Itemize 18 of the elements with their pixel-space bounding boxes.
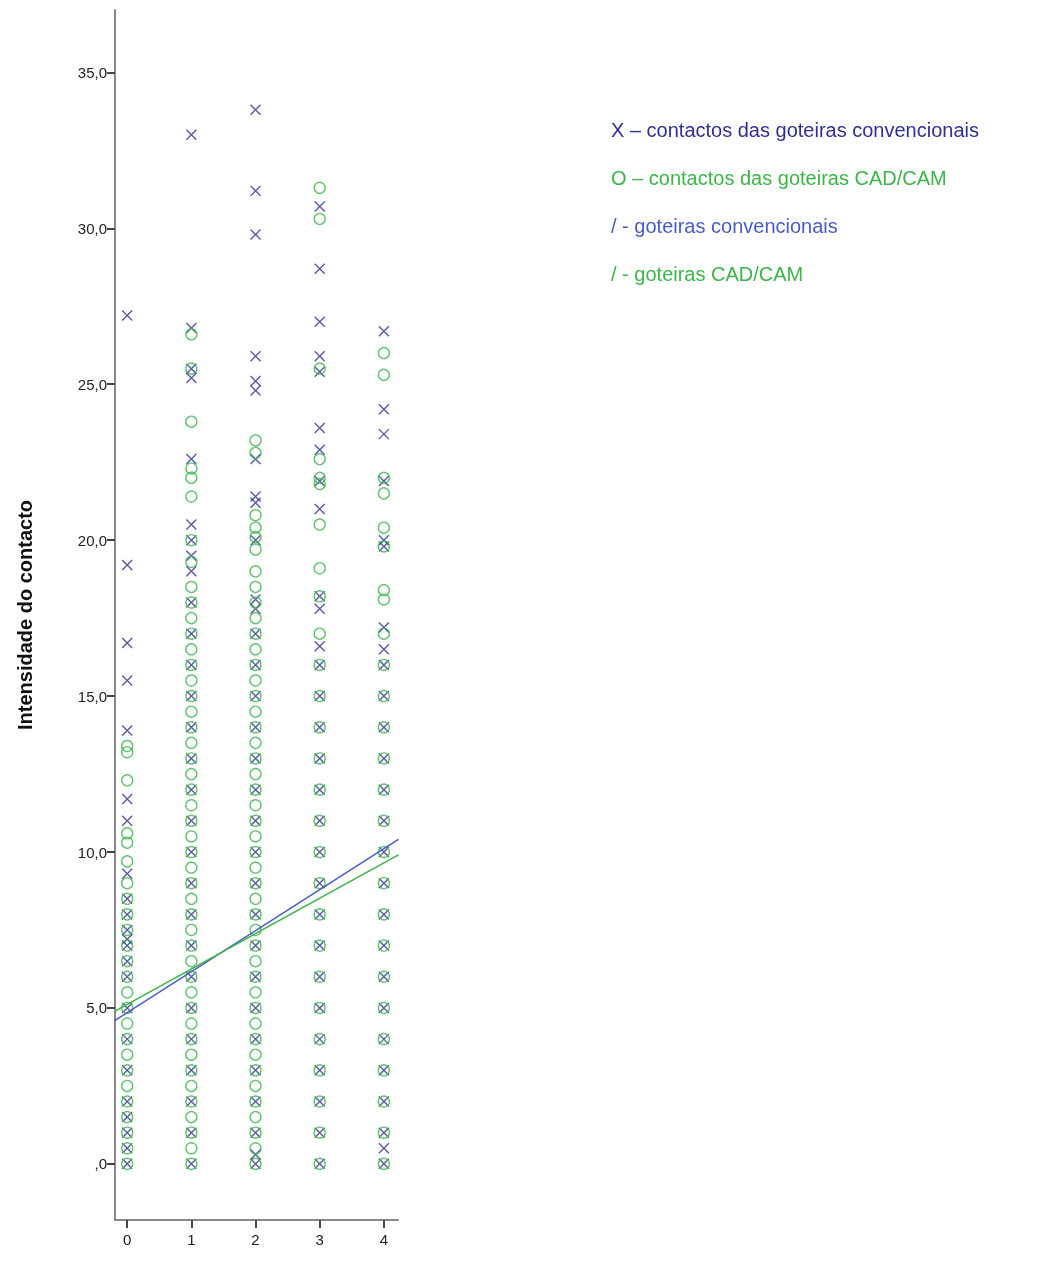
- x-tick-label: 0: [123, 1231, 132, 1248]
- y-tick-label: 25,0: [77, 375, 107, 393]
- text: / - goteiras convencionais: [611, 215, 838, 237]
- text: X – contactos das goteiras convencionais: [611, 119, 979, 141]
- text: O – contactos das goteiras CAD/CAM: [611, 167, 947, 189]
- x-tick-label: 2: [251, 1231, 260, 1248]
- text: / - goteiras CAD/CAM: [611, 263, 804, 285]
- x-tick-label: 3: [315, 1231, 324, 1248]
- y-axis-title: Intensidade do contacto: [14, 499, 36, 731]
- y-tick-label: 30,0: [77, 219, 107, 237]
- x-tick-label: 4: [379, 1231, 389, 1248]
- y-tick-label: 15,0: [77, 687, 107, 705]
- y-tick-label: 5,0: [86, 999, 107, 1017]
- x-tick-label: 1: [187, 1231, 196, 1248]
- y-tick-label: 20,0: [77, 531, 107, 549]
- y-tick-label: 10,0: [77, 843, 107, 861]
- y-tick-label: ,0: [94, 1155, 107, 1173]
- y-tick-label: 35,0: [77, 63, 107, 81]
